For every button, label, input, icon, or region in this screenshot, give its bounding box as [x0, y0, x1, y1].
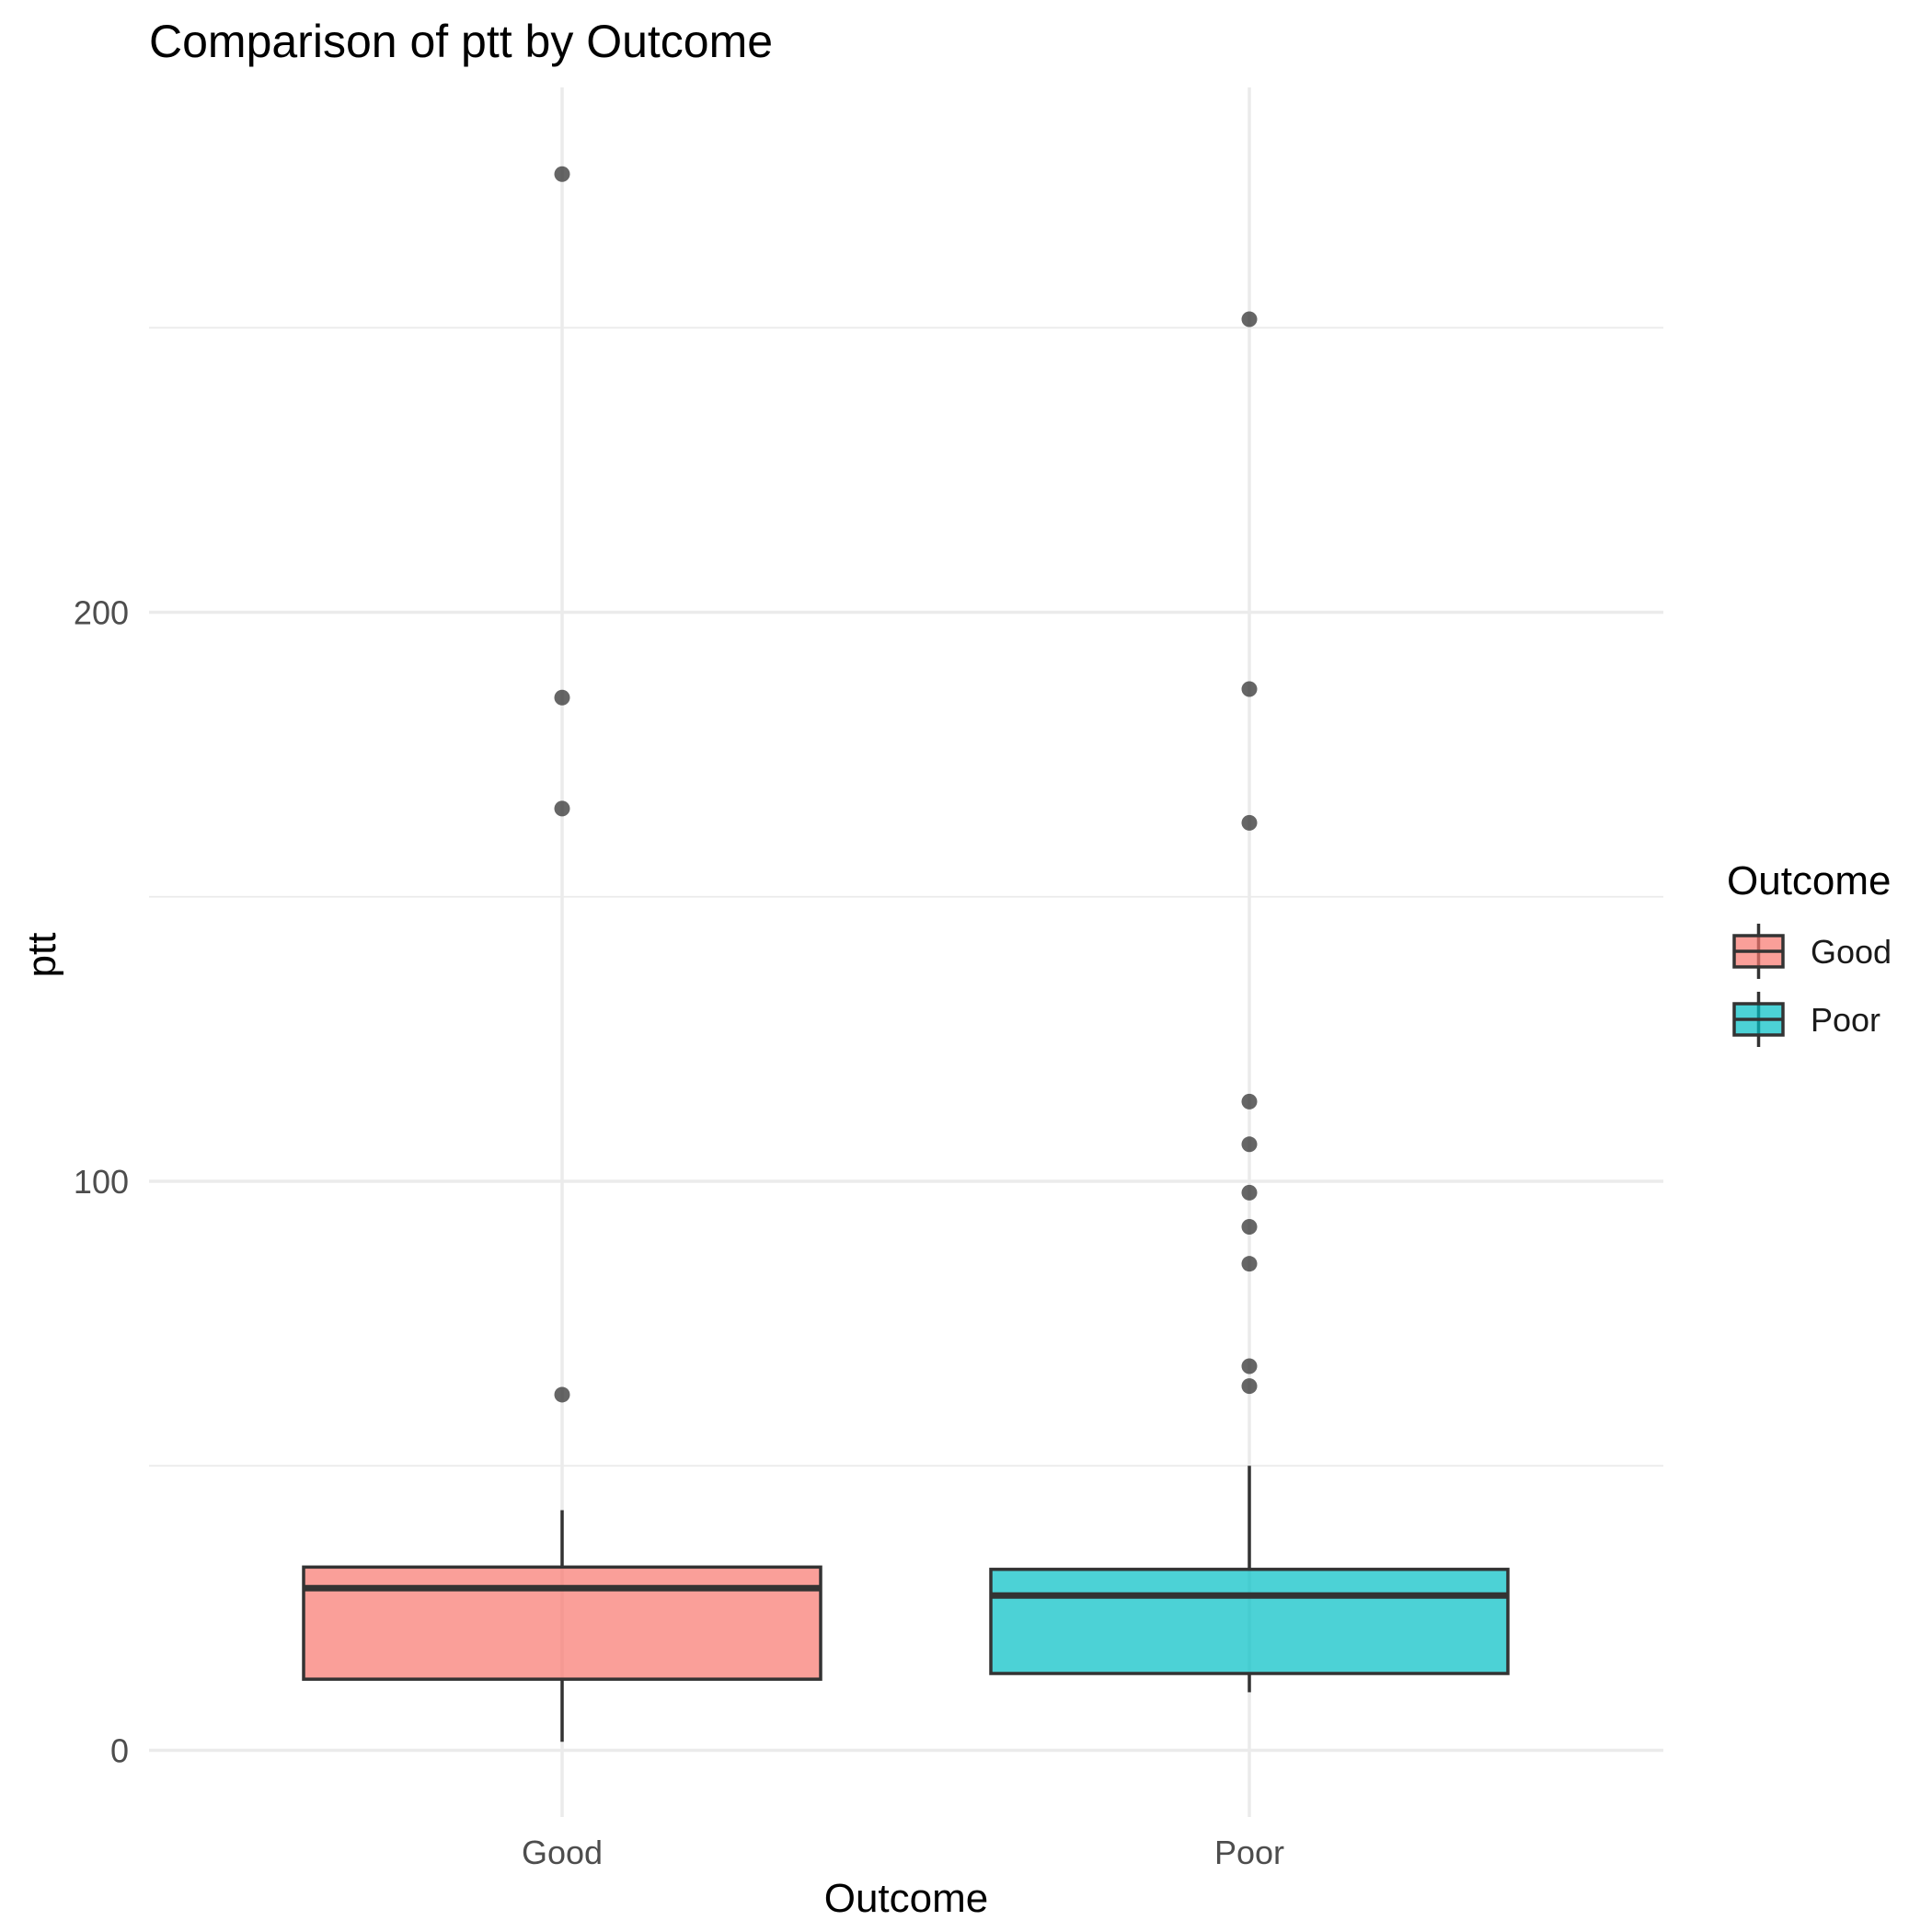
box-iqr [302, 1565, 822, 1681]
outlier-point [554, 689, 570, 706]
box-good [302, 1510, 822, 1742]
outlier-point [1241, 1136, 1258, 1153]
legend-item-poor: Poor [1732, 992, 1880, 1047]
outlier-point [1241, 1184, 1258, 1201]
y-tick-label: 100 [74, 1163, 129, 1201]
y-tick-label: 0 [110, 1732, 129, 1770]
x-tick-label: Poor [1214, 1834, 1284, 1871]
x-axis-title: Outcome [824, 1876, 989, 1921]
x-tick-label: Good [522, 1834, 603, 1871]
axis-tick-labels: 0 100 200 Good Poor [74, 594, 1284, 1872]
outlier-point [554, 166, 570, 182]
legend: Outcome Good Poor [1727, 858, 1892, 1047]
legend-title: Outcome [1727, 858, 1892, 903]
outlier-points [554, 166, 1258, 1403]
box-poor [989, 1466, 1510, 1693]
outlier-point [1241, 1093, 1258, 1110]
outlier-point [554, 1386, 570, 1403]
boxes [302, 1466, 1510, 1742]
legend-label: Good [1811, 933, 1892, 971]
y-axis-title: ptt [19, 933, 64, 978]
gridlines [149, 87, 1663, 1817]
outlier-point [1241, 1256, 1258, 1272]
outlier-point [1241, 814, 1258, 831]
outlier-point [554, 800, 570, 817]
legend-item-good: Good [1732, 924, 1892, 979]
outlier-point [1241, 311, 1258, 328]
outlier-point [1241, 1378, 1258, 1395]
box-iqr [989, 1568, 1510, 1675]
chart-title: Comparison of ptt by Outcome [149, 16, 773, 67]
legend-label: Poor [1811, 1001, 1880, 1039]
outlier-point [1241, 1358, 1258, 1374]
y-tick-label: 200 [74, 594, 129, 632]
outlier-point [1241, 681, 1258, 697]
outlier-point [1241, 1218, 1258, 1235]
